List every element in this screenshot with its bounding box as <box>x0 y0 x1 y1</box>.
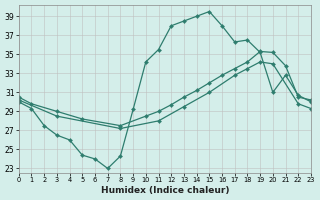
X-axis label: Humidex (Indice chaleur): Humidex (Indice chaleur) <box>100 186 229 195</box>
